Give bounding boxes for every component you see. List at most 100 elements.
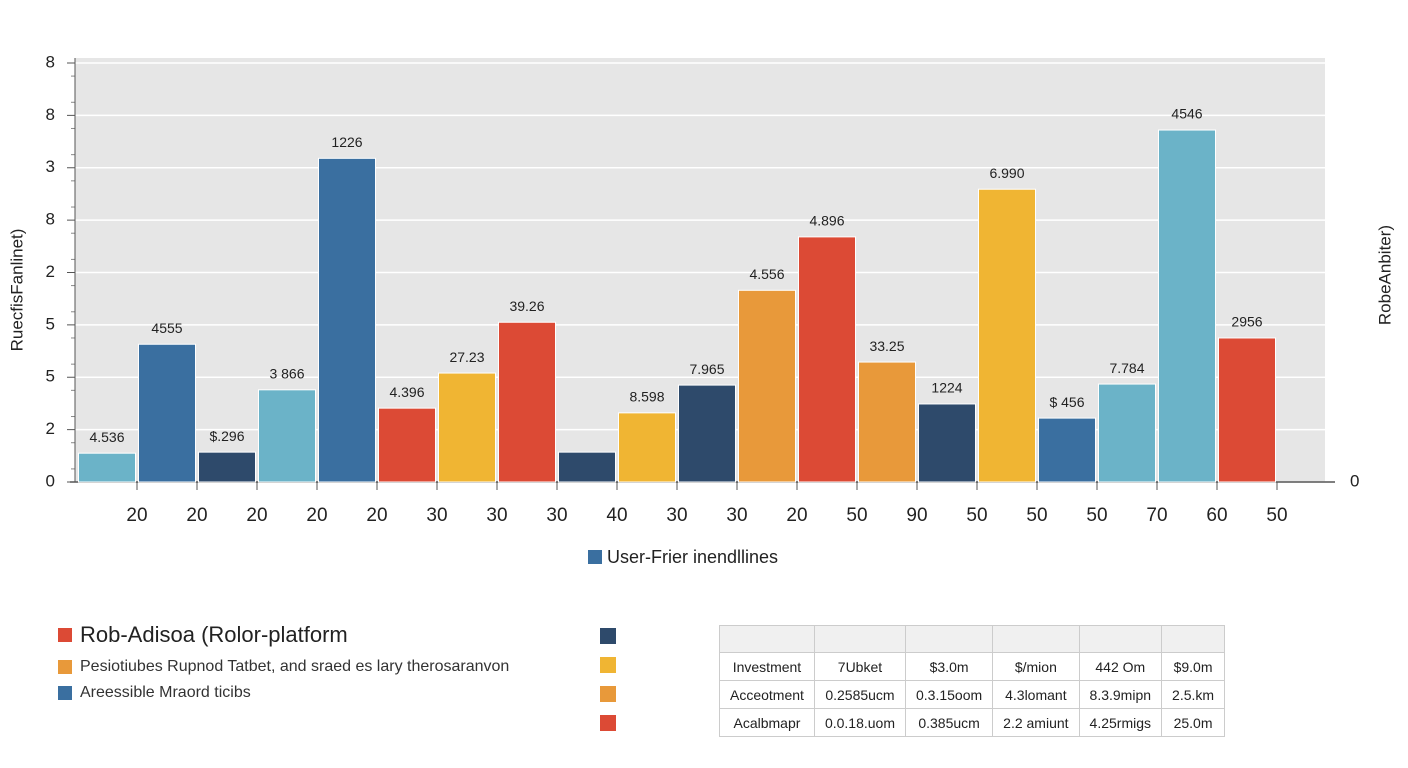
bar-annotation: 4.536: [89, 429, 124, 445]
table-header: [719, 625, 1226, 653]
bar: [738, 289, 796, 483]
x-tick-label: 30: [726, 505, 747, 526]
y-tick-label: 3: [46, 157, 55, 176]
table-row: Investment 7Ubket $3.0m $/mion 442 Om $9.0m: [719, 652, 1226, 681]
bar-annotation: 39.26: [509, 298, 544, 314]
table-cell: 0.3.15oom: [904, 680, 994, 709]
bar: [1098, 383, 1156, 483]
data-table: Investment 7Ubket $3.0m $/mion 442 Om $9.0m Ac…: [719, 625, 1226, 737]
swatch: [600, 686, 616, 702]
x-tick-label: 20: [246, 505, 267, 526]
legend-item: Areessible Mraord ticibs: [58, 684, 509, 702]
x-tick-label: 20: [126, 505, 147, 526]
swatch: [600, 657, 616, 673]
header-cell: [719, 625, 815, 653]
x-tick-label: 50: [1086, 505, 1107, 526]
y-tick-label: 5: [46, 314, 55, 333]
y-tick-label: 2: [46, 262, 55, 281]
bar-annotation: 2956: [1231, 314, 1262, 330]
y-tick-label: 8: [46, 52, 55, 71]
bar: [1038, 417, 1096, 483]
x-tick-label: 50: [1266, 505, 1287, 526]
y-tick-label: 2: [46, 419, 55, 438]
table-cell: 0.385ucm: [904, 708, 994, 737]
x-tick-label: 40: [606, 505, 627, 526]
bar: [858, 361, 916, 483]
bar: [1158, 129, 1216, 483]
bar: [198, 451, 256, 483]
table-cell: 4.3lomant: [992, 680, 1080, 709]
x-tick-label: 90: [906, 505, 927, 526]
bar-annotation: 27.23: [449, 349, 484, 365]
table-cell: 2.2 amiunt: [992, 708, 1080, 737]
bar: [438, 372, 496, 483]
bar: [978, 188, 1036, 483]
table-cell: $/mion: [992, 652, 1080, 681]
x-tick-label: 50: [846, 505, 867, 526]
bar-annotation: 33.25: [869, 338, 904, 354]
bar: [378, 407, 436, 483]
bar-annotation: 7.784: [1109, 360, 1144, 376]
y-tick-label: 8: [46, 105, 55, 124]
table-cell: Investment: [719, 652, 815, 681]
y2-tick-label: 0: [1350, 471, 1359, 490]
bar: [318, 157, 376, 483]
x-tick-label: 30: [666, 505, 687, 526]
y-tick-label: 0: [46, 471, 55, 490]
bar-annotation: 8.598: [629, 389, 664, 405]
legend-item: Rob-Adisoa (Rolor-platform: [58, 622, 509, 648]
y-tick-label: 5: [46, 367, 55, 386]
x-tick-label: 50: [1026, 505, 1047, 526]
legend-swatch: [58, 628, 72, 642]
table-cell: Acalbmapr: [719, 708, 815, 737]
bar: [78, 452, 136, 483]
header-cell: [1078, 625, 1163, 653]
bar-annotation: 4.896: [809, 213, 844, 229]
legend-swatch: [58, 686, 72, 700]
table-cell: 4.25rmigs: [1078, 708, 1163, 737]
x-tick-label: 50: [966, 505, 987, 526]
bar-annotation: 1224: [931, 380, 962, 396]
table-cell: 0.0.18.uom: [813, 708, 907, 737]
table-row: Acalbmapr 0.0.18.uom 0.385ucm 2.2 amiunt 4.2…: [719, 708, 1226, 737]
legend-swatch: [588, 550, 602, 564]
legend-item: Pesiotiubes Rupnod Tatbet, and sraed es …: [58, 658, 509, 676]
header-cell: [904, 625, 994, 653]
bar-annotation: $ 456: [1049, 394, 1084, 410]
header-cell: [1161, 625, 1226, 653]
table-row: Acceotment 0.2585ucm 0.3.15oom 4.3lomant 8.3…: [719, 680, 1226, 709]
bar: [498, 321, 556, 483]
swatches: [600, 628, 616, 744]
bar: [678, 384, 736, 483]
table-cell: $3.0m: [904, 652, 994, 681]
x-tick-label: 30: [426, 505, 447, 526]
bar: [558, 451, 616, 483]
legend-swatch: [58, 660, 72, 674]
x-tick-label: 60: [1206, 505, 1227, 526]
table-cell: 8.3.9mipn: [1078, 680, 1163, 709]
bar: [1218, 337, 1276, 483]
y-axis-label: RuecfisFanlinet): [7, 229, 26, 352]
x-tick-label: 20: [786, 505, 807, 526]
bar: [258, 389, 316, 483]
y-tick-label: 8: [46, 210, 55, 229]
table-cell: $9.0m: [1161, 652, 1226, 681]
bar-annotation: 4546: [1171, 106, 1202, 122]
bar-annotation: $.296: [209, 428, 244, 444]
header-cell: [813, 625, 907, 653]
swatch: [600, 715, 616, 731]
bar-annotation: 3 866: [269, 366, 304, 382]
header-cell: [992, 625, 1080, 653]
x-tick-label: 20: [366, 505, 387, 526]
bar-annotation: 4.396: [389, 384, 424, 400]
bar-annotation: 1226: [331, 134, 362, 150]
legend-label: User-Frier inendllines: [607, 547, 778, 567]
legend-text: Rob-Adisoa (Rolor-platform: [80, 622, 348, 647]
bar: [618, 412, 676, 483]
x-tick-label: 20: [186, 505, 207, 526]
table-cell: 0.2585ucm: [813, 680, 907, 709]
bar: [918, 403, 976, 483]
x-tick-label: 30: [546, 505, 567, 526]
table-cell: 2.5.km: [1161, 680, 1226, 709]
